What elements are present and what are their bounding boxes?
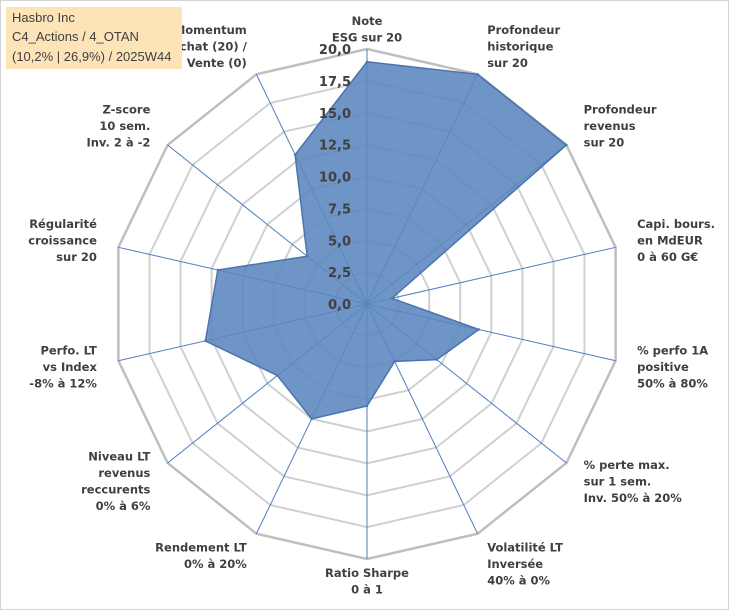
axis-label-line: Note	[352, 14, 383, 28]
axis-label-line: Régularité	[29, 217, 97, 231]
series-point-5	[477, 328, 481, 331]
tick-label: 5,0	[328, 234, 351, 249]
axis-label-10: Niveau LT revenus reccurents 0% à 6%	[81, 450, 151, 514]
series-point-14	[293, 153, 297, 156]
axis-label-line: Profondeur	[584, 103, 657, 117]
series-point-4	[390, 297, 394, 300]
axis-label-3: Profondeur revenus sur 20	[584, 103, 657, 150]
axis-label-line: Niveau LT	[88, 450, 150, 464]
axis-label-line: 0% à 20%	[184, 557, 247, 571]
spoke-4	[366, 246, 616, 305]
radar-tick-labels: 0,0 2,5 5,0 7,5 10,0 12,5 15,0 17,5 20,0	[319, 43, 351, 313]
axis-label-line: 10 sem.	[99, 119, 150, 133]
title-box: Hasbro Inc C4_Actions / 4_OTAN (10,2% | …	[6, 7, 182, 69]
series-point-2	[476, 73, 479, 76]
radar-series	[204, 60, 568, 421]
axis-label-line: Capi. bours.	[637, 217, 715, 231]
axis-label-line: sur 20	[56, 250, 97, 264]
axis-label-line: Perfo. LT	[40, 344, 97, 358]
axis-label-line: sur 20	[487, 56, 528, 70]
tick-label: 12,5	[319, 139, 351, 154]
axis-label-line: vs Index	[43, 360, 98, 374]
axis-label-line: revenus	[98, 466, 150, 480]
tick-label: 15,0	[319, 107, 351, 122]
axis-label-line: Ratio Sharpe	[325, 566, 409, 580]
tick-label: 0,0	[328, 298, 351, 313]
axis-label-5: % perfo 1A positive 50% à 80%	[637, 344, 708, 391]
tick-label: 17,5	[319, 75, 351, 90]
axis-label-line: Profondeur	[487, 23, 560, 37]
tick-label: 10,0	[319, 171, 351, 186]
axis-label-line: sur 20	[584, 136, 625, 150]
axis-label-1: Note ESG sur 20	[332, 14, 402, 45]
axis-label-line: sur 1 sem.	[584, 474, 652, 488]
series-point-12	[216, 268, 219, 272]
company-name: Hasbro Inc	[12, 10, 75, 25]
axis-label-line: positive	[637, 360, 689, 374]
axis-label-line: Volatilité LT	[487, 541, 563, 555]
axis-label-line: Achat (20) /	[171, 39, 248, 53]
axis-label-line: croissance	[28, 233, 97, 247]
axis-label-12: Régularité croissance sur 20	[28, 217, 97, 264]
axis-label-2: Profondeur historique sur 20	[487, 23, 560, 70]
axis-label-line: Z-score	[102, 103, 150, 117]
series-point-10	[276, 374, 279, 377]
axis-label-9: Rendement LT 0% à 20%	[155, 541, 247, 572]
series-point-11	[204, 339, 207, 343]
axis-label-8: Ratio Sharpe 0 à 1	[325, 566, 409, 597]
tick-label: 7,5	[328, 202, 351, 217]
axis-label-line: historique	[487, 39, 553, 53]
axis-label-line: 0 à 1	[351, 583, 383, 597]
axis-label-line: en MdEUR	[637, 233, 703, 247]
axis-label-line: 0 à 60 G€	[637, 250, 698, 264]
series-point-3	[565, 143, 568, 147]
axis-label-line: Inversée	[487, 557, 543, 571]
axis-label-line: 50% à 80%	[637, 377, 708, 391]
series-point-1	[365, 60, 369, 63]
series-point-9	[310, 417, 313, 421]
axis-label-6: % perte max. sur 1 sem. Inv. 50% à 20%	[584, 458, 683, 505]
axis-label-line: % perfo 1A	[637, 344, 708, 358]
axis-label-line: -8% à 12%	[29, 377, 97, 391]
radar-axis-labels: Note ESG sur 20 Profondeur historique sur 20…	[28, 14, 715, 597]
series-point-13	[306, 255, 309, 258]
axis-label-11: Perfo. LT vs Index -8% à 12%	[29, 344, 97, 391]
axis-label-line: Vente (0)	[187, 56, 247, 70]
tick-label: 20,0	[319, 43, 351, 58]
tick-label: 2,5	[328, 266, 351, 281]
series-point-6	[435, 358, 438, 361]
axis-label-line: ESG sur 20	[332, 31, 402, 45]
axis-label-line: Inv. 2 à -2	[86, 136, 150, 150]
axis-label-line: 40% à 0%	[487, 574, 550, 588]
axis-label-7: Volatilité LT Inversée 40% à 0%	[487, 541, 563, 588]
stats-label: (10,2% | 26,9%) / 2025W44	[12, 49, 172, 64]
axis-label-line: % perte max.	[584, 458, 670, 472]
axis-label-line: Momentum	[174, 23, 247, 37]
series-point-7	[393, 360, 396, 363]
series-point-8	[365, 404, 369, 408]
axis-label-14: Momentum Achat (20) / Vente (0)	[171, 23, 248, 70]
axis-label-line: reccurents	[81, 483, 150, 497]
category-label: C4_Actions / 4_OTAN	[12, 29, 139, 44]
axis-label-line: Inv. 50% à 20%	[584, 491, 683, 505]
axis-label-4: Capi. bours. en MdEUR 0 à 60 G€	[637, 217, 715, 264]
axis-label-line: revenus	[584, 119, 636, 133]
axis-label-line: 0% à 6%	[96, 499, 151, 513]
axis-label-13: Z-score 10 sem. Inv. 2 à -2	[86, 103, 150, 150]
axis-label-line: Rendement LT	[155, 541, 247, 555]
